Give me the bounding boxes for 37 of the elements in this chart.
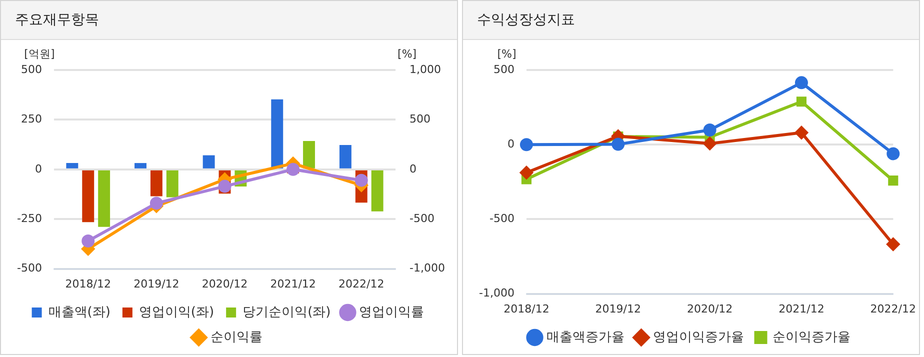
legend-label: 매출액증가율 bbox=[546, 330, 624, 345]
y-axis-title: [%] bbox=[497, 47, 516, 60]
x-tick-label: 2022/12 bbox=[338, 277, 384, 290]
y-tick-label: 0 bbox=[507, 137, 514, 150]
legend-label: 당기순이익(좌) bbox=[242, 304, 331, 320]
x-tick-label: 2022/12 bbox=[870, 302, 916, 316]
chart-title: 수익성장성지표 bbox=[463, 1, 919, 40]
y2-tick-label: 1,000 bbox=[410, 62, 442, 76]
legend-label: 순이익증가율 bbox=[772, 330, 850, 345]
y-tick-label: -1,000 bbox=[478, 286, 514, 300]
x-tick-label: 2018/12 bbox=[65, 277, 111, 290]
x-tick-label: 2019/12 bbox=[134, 277, 180, 290]
legend-label: 순이익률 bbox=[210, 330, 262, 345]
y2-tick-label: 0 bbox=[410, 162, 417, 176]
legend-label: 영업이익증가율 bbox=[652, 330, 744, 345]
y-tick-label: 0 bbox=[34, 162, 42, 176]
chart-title: 주요재무항목 bbox=[1, 1, 457, 40]
x-tick-label: 2021/12 bbox=[270, 277, 316, 290]
y-tick-label: -250 bbox=[16, 212, 42, 225]
y-tick-label: 250 bbox=[20, 112, 42, 126]
y-tick-label: 500 bbox=[20, 62, 42, 76]
legend-label: 영업이익(좌) bbox=[138, 304, 214, 320]
legend-label: 매출액(좌) bbox=[48, 304, 110, 320]
y2-tick-label: -1,000 bbox=[410, 262, 446, 275]
y2-tick-label: -500 bbox=[410, 212, 435, 225]
y-axis-title: [억원] bbox=[24, 47, 55, 60]
y-tick-label: 500 bbox=[493, 62, 514, 76]
y2-tick-label: 500 bbox=[410, 112, 431, 126]
y-tick-label: -500 bbox=[489, 212, 514, 226]
y-tick-label: -500 bbox=[16, 262, 42, 275]
x-tick-label: 2018/12 bbox=[504, 302, 550, 316]
legend-label: 영업이익률 bbox=[359, 304, 424, 320]
x-tick-label: 2020/12 bbox=[686, 302, 733, 316]
x-tick-label: 2020/12 bbox=[202, 277, 248, 290]
x-tick-label: 2019/12 bbox=[595, 302, 641, 316]
y2-axis-title: [%] bbox=[398, 47, 417, 60]
x-tick-label: 2021/12 bbox=[778, 302, 824, 316]
